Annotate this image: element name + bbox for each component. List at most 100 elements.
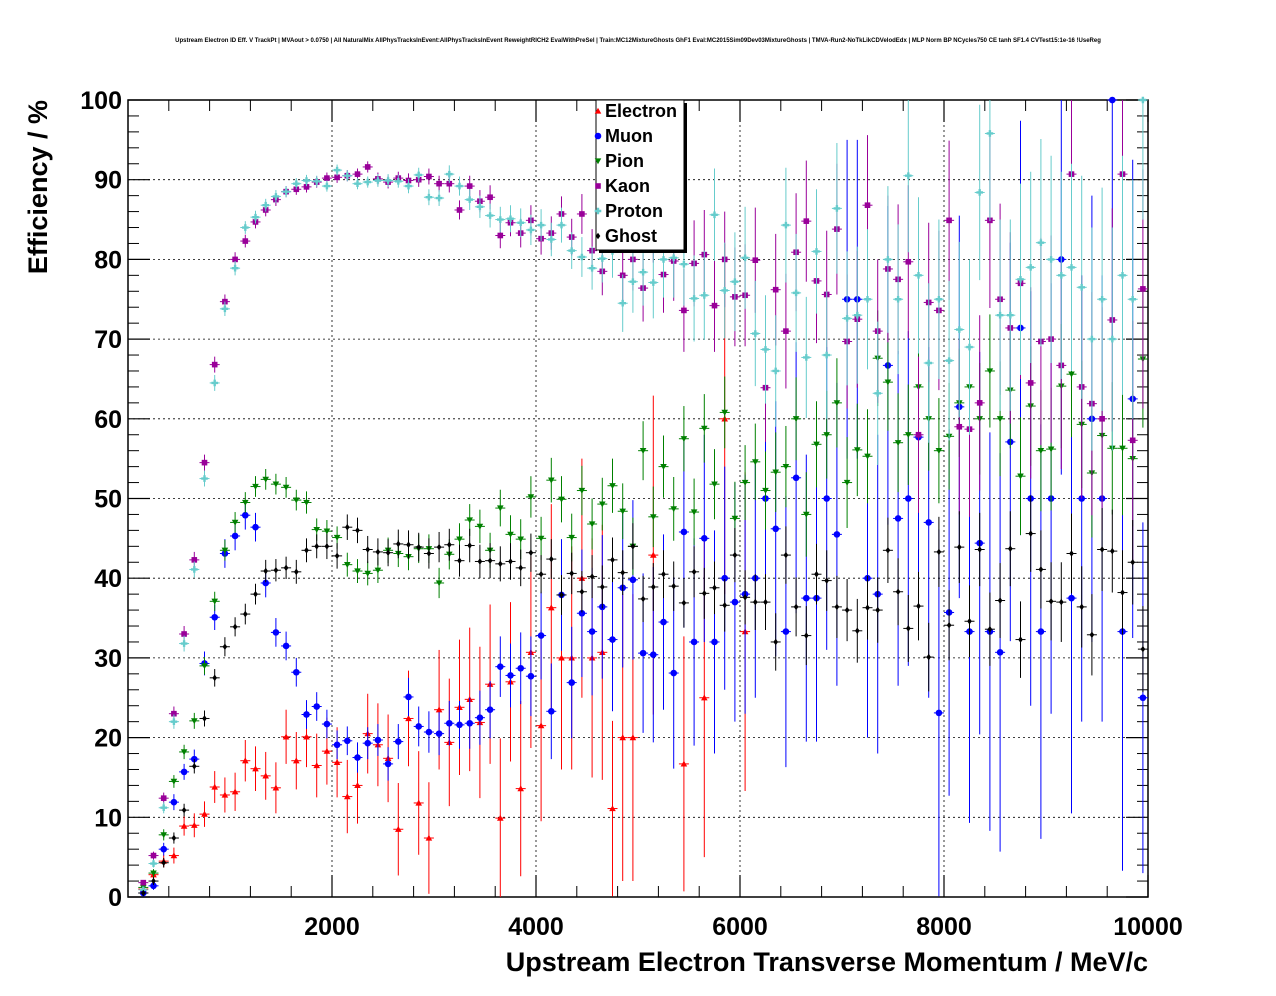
data-point-pion [670, 506, 677, 513]
data-point-proton [568, 247, 575, 254]
data-point-electron [701, 694, 708, 701]
data-point-ghost [824, 577, 830, 584]
data-point-pion [1037, 448, 1045, 454]
data-point-proton [976, 189, 983, 196]
data-point-proton [272, 193, 280, 200]
data-point-muon [333, 741, 341, 749]
data-point-ghost [1007, 545, 1013, 553]
data-point-pion [160, 832, 167, 839]
data-point-proton [884, 256, 892, 263]
data-point-pion [650, 514, 657, 521]
data-point-kaon [864, 202, 871, 209]
data-point-electron [211, 783, 218, 790]
data-point-ghost [1089, 631, 1095, 639]
data-point-proton [1109, 335, 1116, 343]
data-point-muon [293, 668, 300, 676]
data-point-ghost [293, 568, 299, 576]
data-point-pion [211, 598, 218, 605]
data-point-kaon [1099, 415, 1105, 422]
data-point-muon [272, 629, 280, 636]
data-point-muon [415, 723, 423, 730]
data-point-kaon [150, 852, 157, 859]
data-point-proton [782, 221, 790, 229]
data-point-ghost [416, 543, 422, 551]
data-point-electron [180, 822, 188, 829]
data-point-muon [690, 638, 698, 646]
data-point-pion [752, 459, 759, 466]
data-point-electron [170, 852, 178, 859]
data-point-pion [864, 453, 871, 460]
legend-label-ghost: Ghost [605, 226, 657, 246]
data-point-ghost [283, 564, 289, 572]
data-point-electron [517, 785, 524, 792]
data-point-kaon [772, 286, 779, 293]
data-point-pion [1068, 371, 1075, 378]
data-point-proton [996, 311, 1004, 319]
data-point-kaon [181, 631, 187, 637]
data-point-muon [150, 882, 157, 890]
data-point-pion [313, 526, 320, 533]
data-point-ghost [834, 603, 840, 611]
data-point-pion [272, 481, 280, 488]
data-point-pion [772, 469, 779, 476]
data-point-muon [996, 649, 1004, 656]
axis-ticks [128, 99, 1149, 898]
data-point-proton [701, 291, 708, 299]
data-point-ghost [1079, 603, 1085, 611]
data-point-proton [731, 278, 739, 286]
data-point-muon [303, 711, 310, 718]
data-point-ghost [375, 548, 381, 556]
y-axis-label: Efficiency / % [23, 100, 53, 274]
data-point-pion [803, 511, 810, 518]
data-point-pion [996, 416, 1004, 423]
data-point-pion [680, 436, 688, 443]
data-point-proton [527, 226, 535, 234]
data-point-kaon [232, 256, 238, 263]
data-point-ghost [528, 549, 534, 556]
data-point-proton [711, 211, 718, 219]
data-point-electron [537, 722, 545, 729]
data-point-pion [180, 749, 188, 756]
data-point-pion [588, 521, 596, 528]
data-point-electron [680, 760, 688, 767]
data-point-pion [568, 534, 575, 541]
data-point-pion [293, 497, 300, 504]
data-point-electron [558, 654, 565, 661]
data-point-proton [905, 172, 912, 180]
legend-marker-ghost [595, 232, 601, 240]
data-point-kaon [364, 164, 371, 170]
data-point-pion [435, 580, 443, 587]
data-point-ghost [171, 834, 177, 842]
data-point-muon [262, 579, 270, 587]
data-point-proton [752, 330, 759, 337]
data-point-electron [405, 715, 412, 722]
data-point-muon [395, 738, 402, 745]
data-point-ghost [895, 588, 901, 596]
data-point-proton [150, 860, 157, 867]
data-point-muon [354, 754, 361, 761]
data-point-pion [354, 568, 361, 575]
data-point-proton [537, 221, 545, 229]
data-point-proton [803, 354, 810, 361]
data-point-pion [170, 778, 178, 785]
data-point-proton [639, 268, 647, 276]
data-point-kaon [354, 171, 361, 177]
data-point-ghost [1018, 636, 1023, 643]
data-point-proton [1007, 311, 1014, 319]
legend: Electron Muon Pion Kaon Proton Ghost [594, 99, 687, 253]
data-point-muon [456, 721, 463, 729]
data-point-pion [813, 441, 820, 448]
legend-marker-muon [594, 132, 602, 140]
data-point-pion [741, 479, 749, 486]
data-point-pion [721, 409, 728, 416]
data-point-muon [578, 609, 586, 617]
data-point-electron [497, 814, 504, 821]
data-point-pion [150, 870, 157, 877]
data-point-muon [313, 703, 321, 710]
data-point-kaon [711, 302, 718, 309]
data-point-proton [517, 219, 524, 227]
data-point-proton [650, 279, 657, 286]
data-point-muon [568, 679, 575, 686]
data-point-muon [364, 739, 372, 747]
data-point-ghost [722, 601, 728, 609]
